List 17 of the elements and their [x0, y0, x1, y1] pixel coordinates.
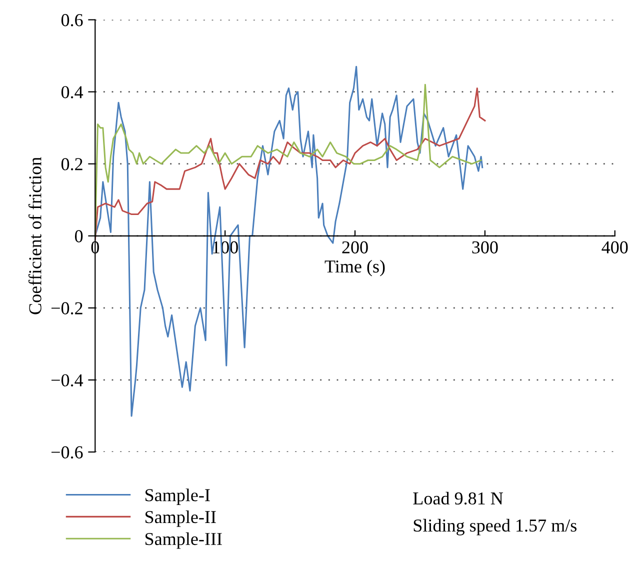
- y-tick-label: 0.6: [61, 14, 83, 26]
- y-tick-label: −0.4: [51, 374, 84, 386]
- y-tick-label: 0.4: [61, 86, 84, 98]
- y-tick-label: 0: [74, 230, 83, 242]
- x-tick-label: 300: [472, 241, 498, 254]
- y-tick-label: −0.2: [51, 302, 82, 314]
- legend-label: Sample-III: [145, 532, 222, 549]
- y-tick-label: −0.6: [51, 446, 83, 459]
- legend-label: Sample-I: [145, 488, 210, 505]
- x-tick-label: 400: [602, 241, 628, 254]
- text: Sliding speed 1.57 m/s: [414, 518, 577, 536]
- legend-label: Sample-II: [145, 510, 216, 527]
- x-axis-title: Time (s): [324, 260, 385, 276]
- y-axis-title: Coefficient of friction: [28, 157, 42, 314]
- y-tick-label: 0.2: [61, 158, 82, 170]
- text: Load 9.81 N: [413, 492, 503, 505]
- x-tick-label: 200: [342, 241, 368, 254]
